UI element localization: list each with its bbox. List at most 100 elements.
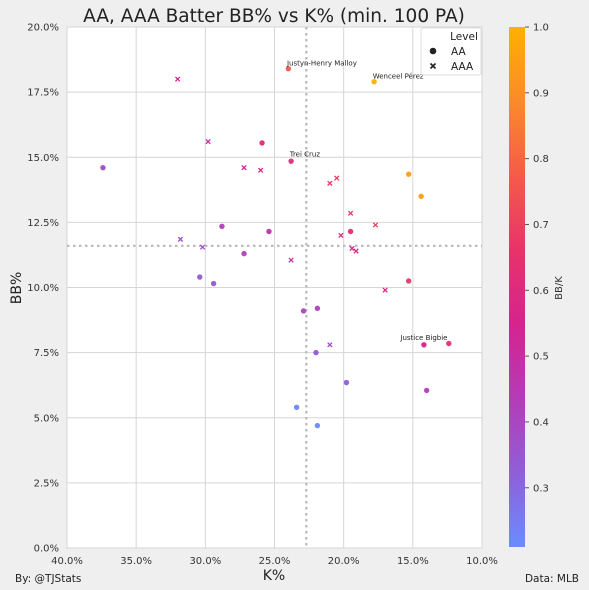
point-aa: [423, 387, 430, 394]
x-tick-label: 10.0%: [466, 556, 498, 567]
point-aaa: [199, 244, 206, 250]
point-aa: [313, 349, 319, 356]
chart-title: AA, AAA Batter BB% vs K% (min. 100 PA): [83, 6, 465, 27]
point-aaa: [327, 180, 333, 186]
point-aa: [343, 379, 350, 386]
point-aaa: [175, 76, 181, 82]
point-stroke: [258, 167, 264, 173]
point-stroke: [177, 236, 184, 242]
point-aa: [314, 305, 321, 312]
point-aaa: [177, 236, 184, 242]
y-tick-label: 2.5%: [34, 478, 59, 489]
point-aaa: [205, 138, 211, 145]
footer-credit: By: @TJStats: [15, 573, 81, 585]
annotations: Justyn-Henry Malloy Wenceel Pérez Trei Cru…: [286, 59, 448, 342]
point-stroke: [199, 244, 206, 250]
point-aaa: [288, 257, 294, 263]
colorbar: 0.3 0.4 0.5 0.6 0.7 0.8 0.9 1.0 BB/K: [509, 23, 565, 547]
x-tick-label: 30.0%: [189, 556, 221, 567]
legend-label-aaa: AAA: [451, 61, 474, 73]
colorbar-tick-label: 0.9: [533, 88, 549, 99]
point-aaa: [382, 287, 388, 293]
point-aaa: [353, 248, 359, 254]
point-aaa: [372, 222, 379, 228]
point-stroke: [349, 245, 355, 252]
y-tick-label: 7.5%: [34, 348, 59, 359]
annotation-label: Justyn-Henry Malloy: [286, 59, 357, 67]
point-aaa: [334, 175, 340, 181]
y-tick-label: 10.0%: [27, 283, 59, 294]
point-aa: [210, 280, 217, 287]
footer-source: Data: MLB: [525, 573, 579, 585]
point-stroke: [288, 257, 294, 263]
x-tick-label: 20.0%: [328, 556, 360, 567]
point-aa: [100, 164, 106, 171]
x-tick-labels: 40.0% 35.0% 30.0% 25.0% 20.0% 15.0% 10.0%: [51, 556, 498, 567]
colorbar-tick-label: 0.4: [533, 417, 549, 428]
y-tick-label: 17.5%: [27, 88, 59, 99]
y-tick-label: 5.0%: [34, 413, 59, 424]
point-stroke: [327, 180, 333, 186]
point-aa: [197, 274, 203, 280]
point-aa: [347, 228, 354, 235]
point-stroke: [334, 175, 340, 181]
y-tick-labels: 0.0% 2.5% 5.0% 7.5% 10.0% 12.5% 15.0% 17.5% 20.0…: [27, 23, 59, 555]
colorbar-tick-label: 0.6: [533, 286, 549, 297]
y-tick-label: 0.0%: [34, 544, 59, 555]
point-aa: [259, 140, 265, 146]
point-aa: [293, 404, 300, 411]
y-tick-label: 12.5%: [27, 218, 59, 229]
point-stroke: [327, 342, 333, 348]
point-stroke: [382, 287, 388, 293]
annotation-label: Justice Bigbie: [399, 334, 447, 342]
colorbar-tick-label: 0.5: [533, 352, 549, 363]
y-tick-label: 15.0%: [27, 153, 59, 164]
colorbar-tick-label: 1.0: [533, 23, 549, 34]
point-aa: [421, 342, 427, 348]
point-aa: [314, 422, 321, 429]
legend: Level AA AAA: [420, 27, 482, 76]
legend-box: [420, 27, 482, 76]
colorbar-bar: [509, 27, 525, 547]
colorbar-tick-label: 0.7: [533, 220, 549, 231]
grid: [66, 26, 483, 549]
colorbar-ticks: 0.3 0.4 0.5 0.6 0.7 0.8 0.9 1.0: [525, 23, 549, 494]
point-aaa: [349, 245, 355, 252]
y-tick-label: 20.0%: [27, 23, 59, 34]
point-aa: [300, 308, 307, 314]
point-aa: [371, 79, 377, 85]
point-stroke: [241, 165, 247, 171]
point-stroke: [175, 76, 181, 82]
point-stroke: [353, 248, 359, 254]
point-aa: [285, 65, 292, 72]
x-axis-label: K%: [263, 568, 285, 584]
point-aaa: [241, 165, 247, 171]
annotation-label: Wenceel Pérez: [373, 72, 424, 80]
point-stroke: [338, 232, 344, 239]
y-axis-label: BB%: [9, 272, 25, 305]
annotation-label: Trei Cruz: [289, 151, 321, 159]
point-aa: [446, 340, 452, 347]
point-aaa: [258, 167, 264, 173]
point-aa: [266, 228, 272, 235]
legend-title: Level: [450, 31, 478, 43]
legend-marker-x: [429, 62, 437, 70]
colorbar-tick-label: 0.8: [533, 154, 549, 165]
point-aaa: [327, 342, 333, 348]
x-tick-label: 15.0%: [397, 556, 429, 567]
point-aa: [405, 171, 412, 177]
x-tick-label: 35.0%: [120, 556, 152, 567]
point-aa: [418, 193, 424, 200]
data-points: [100, 65, 452, 429]
point-stroke: [372, 222, 379, 228]
point-stroke: [205, 138, 211, 145]
point-aa: [288, 158, 294, 164]
point-aaa: [347, 210, 354, 216]
x-tick-label: 25.0%: [259, 556, 291, 567]
point-aa: [219, 223, 225, 229]
reference-lines: [67, 27, 482, 548]
colorbar-label: BB/K: [554, 276, 565, 300]
point-stroke: [347, 210, 354, 216]
x-tick-label: 40.0%: [51, 556, 83, 567]
point-aaa: [338, 232, 344, 239]
